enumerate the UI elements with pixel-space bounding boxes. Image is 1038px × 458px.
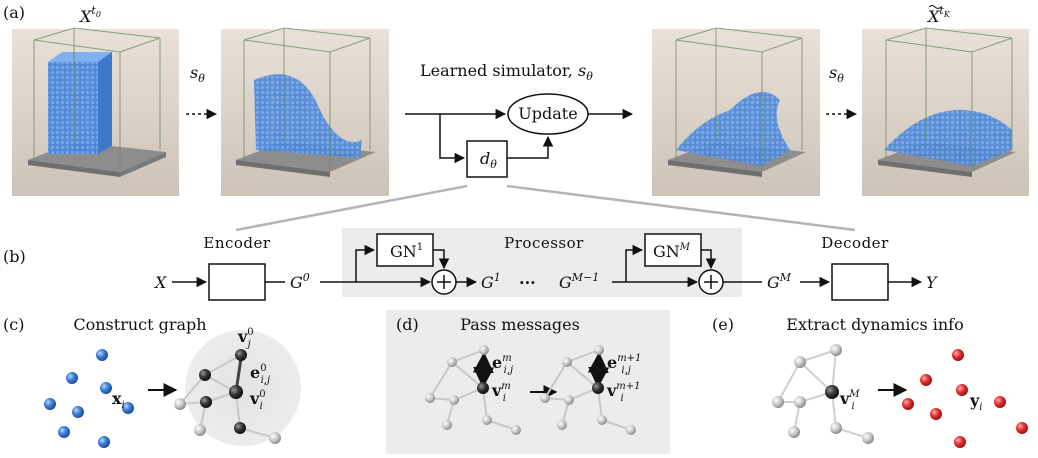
encoder-box (208, 263, 266, 301)
particle (44, 398, 56, 410)
particle-xi (100, 382, 112, 394)
output-y-label: Y (926, 273, 938, 292)
simulator-step-label-2: sθ (829, 63, 844, 85)
node (234, 422, 246, 434)
message-graph-right (540, 345, 636, 435)
panel-label-b: (b) (3, 247, 26, 266)
node (269, 432, 281, 444)
sum-2-plus-icon (704, 275, 718, 289)
vi-label: v0 i (249, 389, 266, 412)
xi-label: xi (112, 389, 125, 411)
particle (994, 396, 1006, 408)
tilde-mark (928, 5, 942, 9)
simulation-frame-4 (862, 27, 1029, 196)
panel-d-background (386, 310, 670, 454)
v-m-label: vm i (491, 381, 511, 404)
decoder-box (831, 263, 889, 301)
node-vj (235, 349, 247, 361)
gn1-box (376, 233, 434, 267)
particle (66, 372, 78, 384)
particle (930, 408, 942, 420)
decode-graph (772, 344, 874, 444)
message-graph-left (425, 345, 521, 435)
simulator-step-label-1: sθ (190, 63, 205, 85)
gn1-to-sum1-arrow (433, 249, 450, 270)
particle (122, 402, 134, 414)
ellipsis: ··· (519, 273, 536, 292)
particle (902, 398, 914, 410)
zoom-line-left (235, 184, 468, 232)
panel-label-a: (a) (3, 3, 25, 22)
start-state-label: Xt0 (78, 4, 101, 26)
particle (98, 436, 110, 448)
gm-minus-1-label: GM−1 (559, 271, 599, 292)
zoom-line-right (506, 184, 856, 232)
gn1-label: GN1 (390, 242, 423, 261)
panel-label-c: (c) (3, 315, 24, 334)
simulation-frame-3 (652, 27, 820, 196)
panel-label-d: (d) (396, 315, 419, 334)
end-state-label: XtK (926, 4, 951, 26)
particle (954, 436, 966, 448)
vj-label: v0 j (237, 327, 254, 350)
learned-simulator-title: Learned simulator, sθ (420, 61, 593, 83)
panel-e-title: Extract dynamics info (786, 315, 963, 334)
particle (96, 349, 108, 361)
simulation-frame-1 (12, 27, 179, 196)
input-x-label: X (153, 273, 167, 292)
particle (58, 426, 70, 438)
panel-label-e: (e) (712, 315, 734, 334)
gnm-label: GNM (653, 242, 691, 261)
d-theta-box (466, 140, 508, 178)
g0-label: G0 (290, 271, 310, 292)
e-m-label: em i,j (492, 353, 513, 376)
particle (72, 406, 84, 418)
particle (920, 374, 932, 386)
v-m1-label: vm+1 i (606, 381, 641, 404)
particle (952, 349, 964, 361)
gm-label: GM (767, 271, 792, 292)
red-particles (902, 349, 1028, 448)
e-m1-label: em+1 i,j (607, 353, 641, 376)
branch-arrow (439, 114, 466, 164)
sum-1-plus-icon (437, 275, 451, 289)
gnm-branch-arrow (625, 244, 644, 282)
yi-label: yi (969, 391, 983, 413)
particle-yi (956, 384, 968, 396)
panel-c-title: Construct graph (73, 315, 206, 334)
d-to-update-arrow (507, 135, 554, 159)
gnm-to-sum2-arrow (701, 249, 717, 270)
node (199, 369, 211, 381)
decoder-title: Decoder (821, 234, 889, 252)
simulation-frame-2 (221, 27, 389, 196)
neighborhood-halo (185, 330, 301, 446)
vM-label: vM i (839, 389, 860, 412)
gnm-box (644, 233, 702, 267)
particle (1016, 422, 1028, 434)
processor-title: Processor (504, 234, 584, 252)
update-label: Update (518, 104, 577, 123)
d-theta-label: dθ (480, 149, 497, 171)
node (174, 398, 186, 410)
g1-label: G1 (481, 271, 501, 292)
blue-particles (44, 349, 134, 448)
encoder-title: Encoder (203, 234, 271, 252)
node (200, 396, 212, 408)
gn1-branch-arrow (355, 244, 376, 282)
panel-d-title: Pass messages (460, 315, 580, 334)
node-vi (229, 385, 243, 399)
eij-label: e0 i,j (250, 363, 270, 386)
node (194, 424, 206, 436)
